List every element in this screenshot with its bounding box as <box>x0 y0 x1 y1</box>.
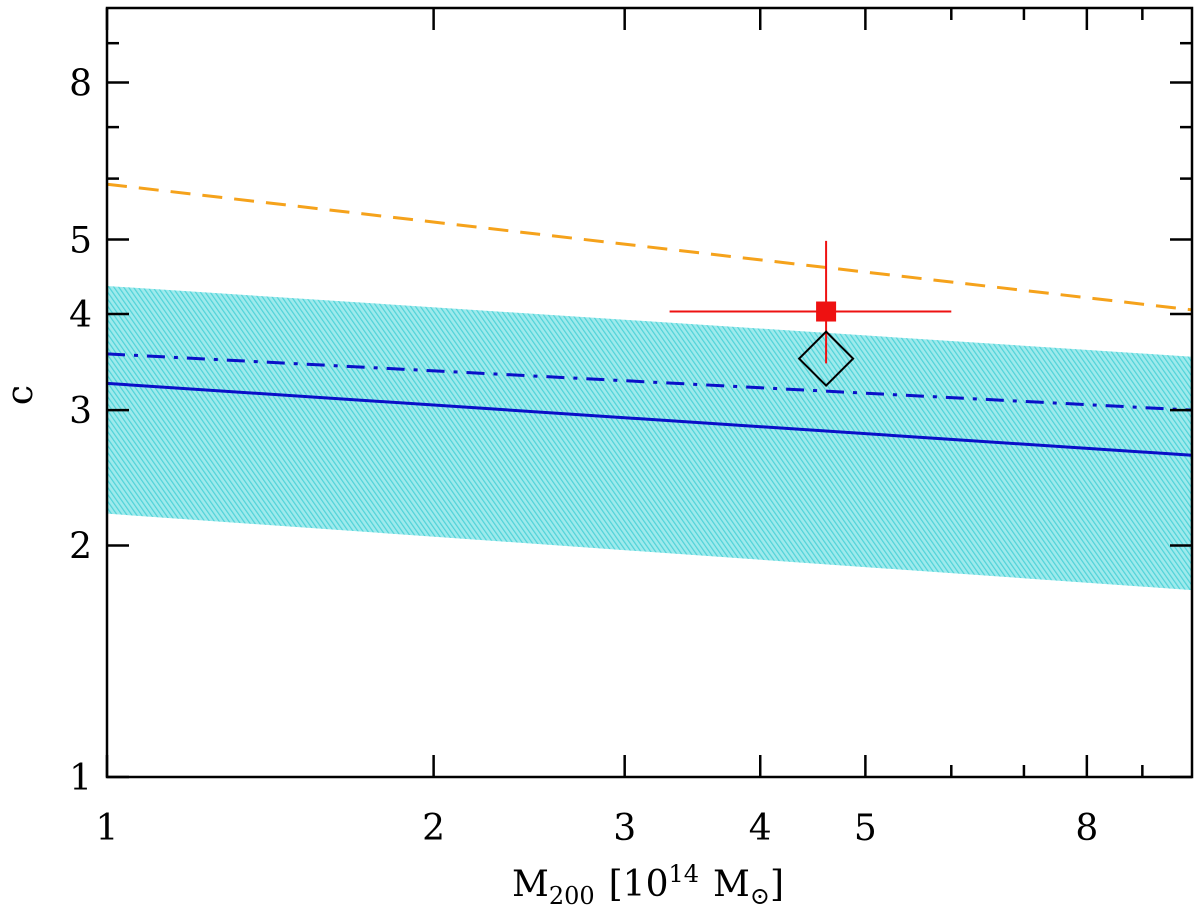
solid-relation <box>106 381 1193 457</box>
plot-frame <box>105 6 1194 779</box>
y-tick-label: 5 <box>69 220 92 261</box>
tick-labels-layer: 1 2 3 4 5 8 1 2 3 4 5 8 <box>69 64 1098 849</box>
y-tick-label: 8 <box>69 64 92 105</box>
x-axis-title-unit-sub: ⊙ <box>750 882 770 910</box>
x-tick-label: 5 <box>854 808 877 849</box>
x-axis-title-main: M <box>512 864 549 905</box>
dashed-relation <box>106 182 1193 312</box>
y-tick-label: 4 <box>69 295 92 336</box>
x-tick-label: 3 <box>613 808 636 849</box>
x-tick-label: 4 <box>749 808 772 849</box>
x-axis-title-bracket-close: ] <box>770 864 784 905</box>
measured-point-marker <box>816 301 837 322</box>
scatter-band <box>107 286 1192 591</box>
x-axis-title-sub: 200 <box>549 882 595 910</box>
x-axis-title-exp: 14 <box>668 860 699 888</box>
x-axis-title-unit: M <box>713 864 750 905</box>
x-axis-title-bracket-open: [ <box>609 864 623 905</box>
y-axis-title: c <box>0 385 41 405</box>
y-tick-label: 1 <box>69 758 92 799</box>
x-tick-label: 1 <box>96 808 119 849</box>
diamond-point-marker <box>797 330 855 388</box>
ticks-layer <box>105 8 1192 779</box>
x-tick-label: 2 <box>422 808 445 849</box>
x-tick-label: 8 <box>1075 808 1098 849</box>
y-tick-label: 2 <box>69 527 92 568</box>
band-layer <box>107 286 1192 591</box>
y-tick-label: 3 <box>69 391 92 432</box>
x-axis-title: M200 [1014 M⊙] <box>512 860 784 910</box>
x-axis-title-base: 10 <box>623 864 669 905</box>
points-layer <box>669 240 952 388</box>
series-layer <box>106 182 1193 457</box>
